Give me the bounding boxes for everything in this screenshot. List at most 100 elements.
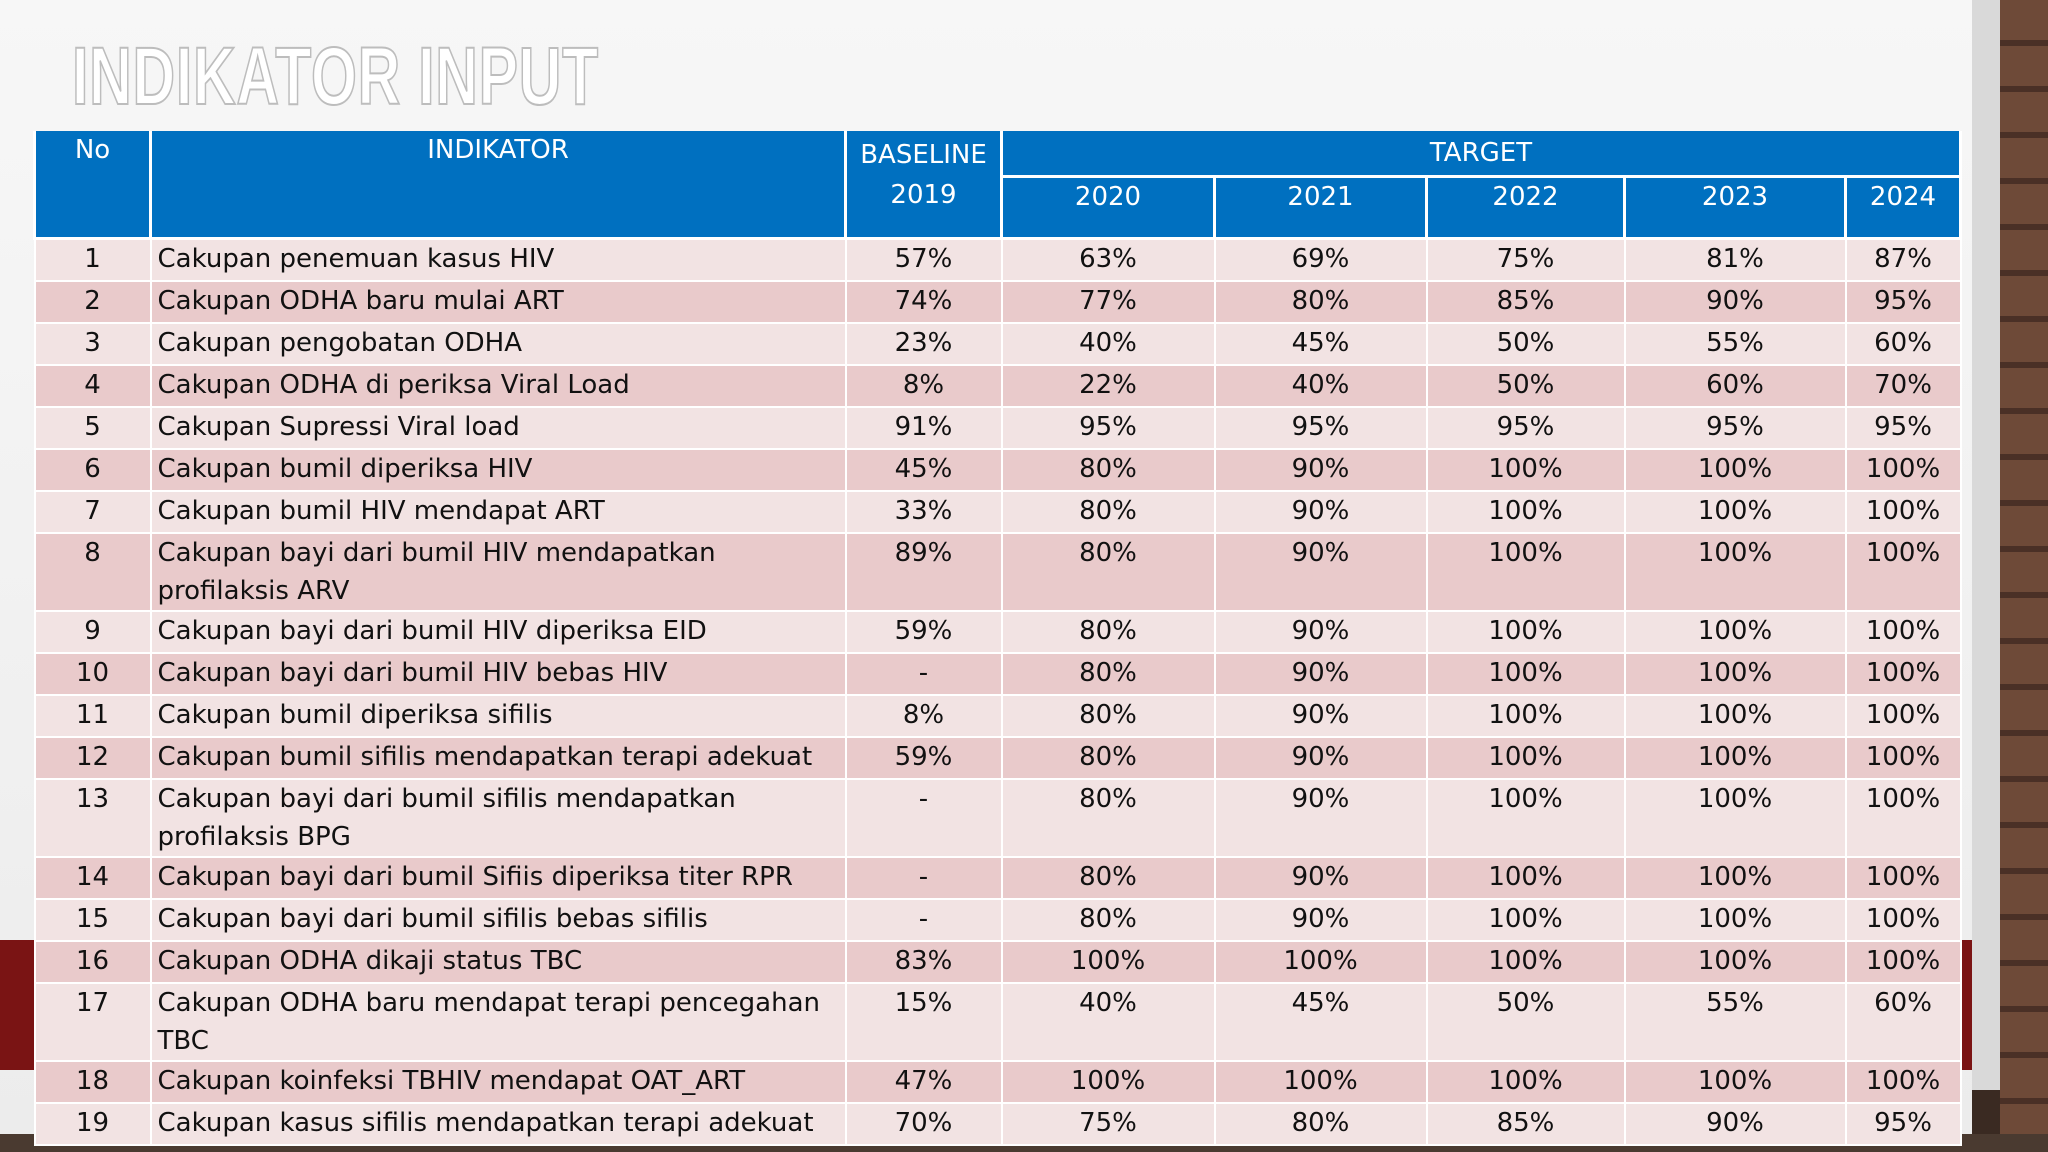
table-header: No INDIKATOR BASELINE 2019 TARGET 2020 20…	[33, 131, 1963, 240]
table-cell: 23%	[844, 322, 1003, 366]
table-cell: 75%	[1000, 1102, 1216, 1146]
table-cell: 59%	[844, 610, 1003, 654]
table-cell: 40%	[1000, 982, 1216, 1062]
table-row: 12 Cakupan bumil sifilis mendapatkan tera…	[33, 736, 1962, 780]
table-cell: 50%	[1425, 982, 1626, 1062]
table-cell: 100%	[1844, 490, 1962, 534]
table-row: 6 Cakupan bumil diperiksa HIV 45% 80% 90% 100…	[33, 448, 1962, 492]
table-cell: 55%	[1623, 982, 1847, 1062]
table-cell: 6	[33, 448, 152, 492]
table-cell: 100%	[1844, 940, 1962, 984]
table-cell: 100%	[1425, 652, 1626, 696]
year-header: 2020	[1000, 175, 1216, 240]
table-cell: 100%	[1844, 898, 1962, 942]
table-cell: 100%	[1623, 694, 1847, 738]
table-body: 1 Cakupan penemuan kasus HIV 57% 63% 69% 75% 8…	[33, 237, 1962, 1146]
table-row: 15 Cakupan bayi dari bumil sifilis bebas …	[33, 898, 1962, 942]
table-cell: 75%	[1425, 237, 1626, 282]
table-cell: 89%	[844, 532, 1003, 612]
year-header: 2023	[1623, 175, 1847, 240]
table-cell: 95%	[1844, 280, 1962, 324]
table-cell: 17	[33, 982, 152, 1062]
table-cell: 50%	[1425, 364, 1626, 408]
table-cell: 8	[33, 532, 152, 612]
table-cell: 91%	[844, 406, 1003, 450]
table-cell: 100%	[1844, 610, 1962, 654]
table-cell: 50%	[1425, 322, 1626, 366]
table-cell: 95%	[1844, 406, 1962, 450]
indicator-cell: Cakupan ODHA baru mulai ART	[149, 280, 847, 324]
table-cell: 100%	[1623, 652, 1847, 696]
table-cell: 95%	[1623, 406, 1847, 450]
table-cell: 100%	[1623, 1060, 1847, 1104]
table-cell: 100%	[1425, 448, 1626, 492]
table-cell: 100%	[1425, 940, 1626, 984]
table-cell: 100%	[1425, 898, 1626, 942]
table-cell: 80%	[1000, 694, 1216, 738]
table-cell: 100%	[1844, 778, 1962, 858]
table-cell: 40%	[1000, 322, 1216, 366]
table-cell: 3	[33, 322, 152, 366]
header-row: 2020 2021 2022 2023 2024	[35, 175, 1963, 240]
table-cell: 14	[33, 856, 152, 900]
table-cell: 100%	[1425, 736, 1626, 780]
year-header: 2021	[1213, 175, 1428, 240]
table-cell: 80%	[1000, 532, 1216, 612]
table-cell: 60%	[1844, 982, 1962, 1062]
year-header: 2022	[1425, 175, 1626, 240]
table-cell: 100%	[1844, 736, 1962, 780]
header-cell: No	[33, 131, 152, 240]
table-row: 3 Cakupan pengobatan ODHA 23% 40% 45% 50% 55% 6…	[33, 322, 1962, 366]
table-cell: -	[844, 856, 1003, 900]
table-cell: 100%	[1623, 856, 1847, 900]
table-cell: 83%	[844, 940, 1003, 984]
table-cell: -	[844, 652, 1003, 696]
table-cell: 80%	[1213, 280, 1428, 324]
table-cell: 90%	[1623, 280, 1847, 324]
table-cell: 100%	[1844, 652, 1962, 696]
indicator-cell: Cakupan bayi dari bumil HIV diperiksa EI…	[149, 610, 847, 654]
table-cell: 33%	[844, 490, 1003, 534]
table-row: 5 Cakupan Supressi Viral load 91% 95% 95% 95%…	[33, 406, 1962, 450]
table-row: 7 Cakupan bumil HIV mendapat ART 33% 80% 90%…	[33, 490, 1962, 534]
table-cell: 100%	[1623, 778, 1847, 858]
table-cell: 90%	[1213, 532, 1428, 612]
slide-title: INDIKATOR INPUT	[71, 30, 599, 123]
table-cell: 100%	[1425, 490, 1626, 534]
table-cell: 100%	[1425, 532, 1626, 612]
table-cell: 80%	[1213, 1102, 1428, 1146]
table-cell: 100%	[1844, 532, 1962, 612]
header-cell: INDIKATOR	[149, 131, 847, 240]
table-row: 2 Cakupan ODHA baru mulai ART 74% 77% 80% 85%…	[33, 280, 1962, 324]
table-cell: 100%	[1623, 610, 1847, 654]
table-cell: 70%	[844, 1102, 1003, 1146]
table-cell: 8%	[844, 694, 1003, 738]
table-row: 14 Cakupan bayi dari bumil Sifiis diperik…	[33, 856, 1962, 900]
table-row: 18 Cakupan koinfeksi TBHIV mendapat OAT_A…	[33, 1060, 1962, 1104]
brick-wall	[2000, 0, 2048, 1152]
year-header: 2024	[1843, 175, 1963, 240]
table-cell: 100%	[1623, 898, 1847, 942]
table-cell: 2	[33, 280, 152, 324]
table-cell: 57%	[844, 237, 1003, 282]
table-cell: 90%	[1213, 778, 1428, 858]
table-cell: 4	[33, 364, 152, 408]
table-row: 11 Cakupan bumil diperiksa sifilis 8% 80% 90…	[33, 694, 1962, 738]
indicator-cell: Cakupan bayi dari bumil sifilis mendapat…	[149, 778, 847, 858]
table-cell: 80%	[1000, 778, 1216, 858]
header-text: BASELINE	[860, 140, 987, 170]
indicator-cell: Cakupan bumil diperiksa sifilis	[149, 694, 847, 738]
table-cell: 85%	[1425, 1102, 1626, 1146]
table-cell: 100%	[1425, 610, 1626, 654]
table-cell: 100%	[1623, 490, 1847, 534]
table-cell: 80%	[1000, 898, 1216, 942]
indicator-cell: Cakupan penemuan kasus HIV	[149, 237, 847, 282]
table-cell: 100%	[1000, 1060, 1216, 1104]
table-cell: 70%	[1844, 364, 1962, 408]
table-cell: 19	[33, 1102, 152, 1146]
table-cell: 81%	[1623, 237, 1847, 282]
table-cell: 8%	[844, 364, 1003, 408]
header-text: 2019	[890, 180, 957, 210]
table-cell: 100%	[1623, 448, 1847, 492]
